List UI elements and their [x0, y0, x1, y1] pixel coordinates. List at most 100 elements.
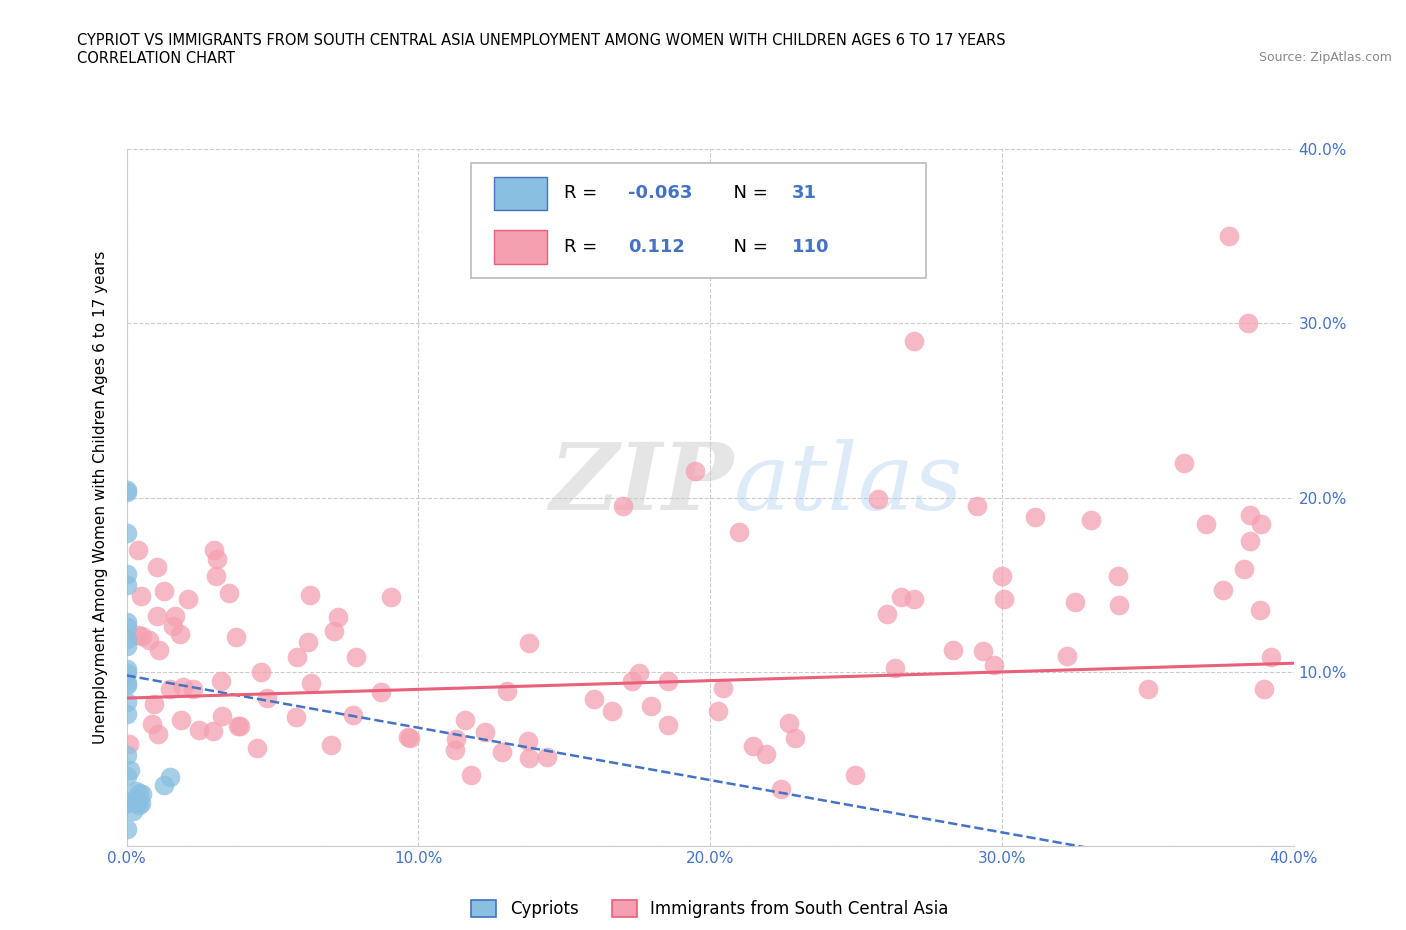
Point [627, 666, 650, 681]
Point [876, 606, 898, 621]
Point [201, 724, 224, 739]
Text: Source: ZipAtlas.com: Source: ZipAtlas.com [1258, 51, 1392, 64]
Point [966, 498, 988, 513]
Point [124, 791, 146, 806]
Point [115, 748, 138, 763]
Point [127, 542, 149, 557]
Point [1218, 229, 1240, 244]
Point [942, 643, 965, 658]
Point [657, 717, 679, 732]
Point [246, 740, 269, 755]
Point [115, 677, 138, 692]
Point [903, 591, 925, 606]
Text: 110: 110 [792, 238, 830, 256]
Point [890, 590, 912, 604]
Point [115, 619, 138, 634]
Point [297, 634, 319, 649]
Point [711, 681, 734, 696]
Point [1080, 512, 1102, 527]
Point [183, 682, 205, 697]
Text: N =: N = [721, 184, 773, 203]
Point [115, 483, 138, 498]
Point [131, 787, 153, 802]
Point [496, 684, 519, 698]
Point [868, 492, 890, 507]
Point [370, 684, 392, 699]
Point [536, 750, 558, 764]
Point [983, 658, 1005, 672]
Point [142, 696, 165, 711]
Point [1249, 603, 1271, 618]
Point [1237, 316, 1260, 331]
Point [115, 525, 138, 540]
Point [127, 628, 149, 643]
Point [141, 717, 163, 732]
Point [285, 710, 308, 724]
Point [728, 525, 751, 540]
Point [115, 795, 138, 810]
Point [770, 781, 793, 796]
Text: 0.112: 0.112 [628, 238, 685, 256]
Point [380, 590, 402, 604]
Point [398, 730, 420, 745]
Point [115, 662, 138, 677]
Point [209, 673, 232, 688]
Point [127, 795, 149, 810]
Point [125, 783, 148, 798]
Point [228, 719, 250, 734]
Point [1250, 516, 1272, 531]
Point [517, 635, 540, 650]
Point [131, 795, 153, 810]
Point [162, 619, 184, 634]
Point [115, 707, 138, 722]
Point [1260, 650, 1282, 665]
Point [118, 737, 141, 751]
Point [226, 719, 249, 734]
Point [148, 643, 170, 658]
Point [205, 551, 228, 566]
Point [755, 747, 778, 762]
Point [474, 724, 496, 739]
Point [115, 768, 138, 783]
Point [122, 804, 145, 819]
Point [115, 566, 138, 581]
Point [176, 591, 198, 606]
Point [1064, 594, 1087, 609]
Point [1024, 509, 1046, 524]
Text: N =: N = [721, 238, 773, 256]
Point [129, 589, 152, 604]
Point [321, 737, 343, 752]
Point [1108, 568, 1130, 583]
Point [115, 796, 138, 811]
Point [115, 695, 138, 710]
Point [256, 691, 278, 706]
Point [993, 591, 1015, 606]
Point [657, 673, 679, 688]
Point [153, 584, 176, 599]
Point [152, 777, 174, 792]
FancyBboxPatch shape [494, 231, 547, 264]
Point [342, 708, 364, 723]
Point [778, 715, 800, 730]
Point [454, 712, 477, 727]
Text: atlas: atlas [734, 439, 963, 528]
Point [202, 542, 225, 557]
Text: ZIP: ZIP [550, 439, 734, 528]
Point [444, 732, 467, 747]
Point [115, 578, 138, 592]
FancyBboxPatch shape [494, 177, 547, 210]
Point [115, 631, 138, 646]
Point [169, 627, 191, 642]
Point [1108, 597, 1130, 612]
Point [640, 698, 662, 713]
Point [128, 797, 150, 812]
Point [138, 632, 160, 647]
Point [249, 664, 271, 679]
Point [344, 650, 367, 665]
Point [299, 675, 322, 690]
Point [583, 691, 606, 706]
Point [159, 682, 181, 697]
Text: CYPRIOT VS IMMIGRANTS FROM SOUTH CENTRAL ASIA UNEMPLOYMENT AMONG WOMEN WITH CHIL: CYPRIOT VS IMMIGRANTS FROM SOUTH CENTRAL… [77, 33, 1005, 47]
Point [1173, 456, 1195, 471]
Point [1233, 562, 1256, 577]
